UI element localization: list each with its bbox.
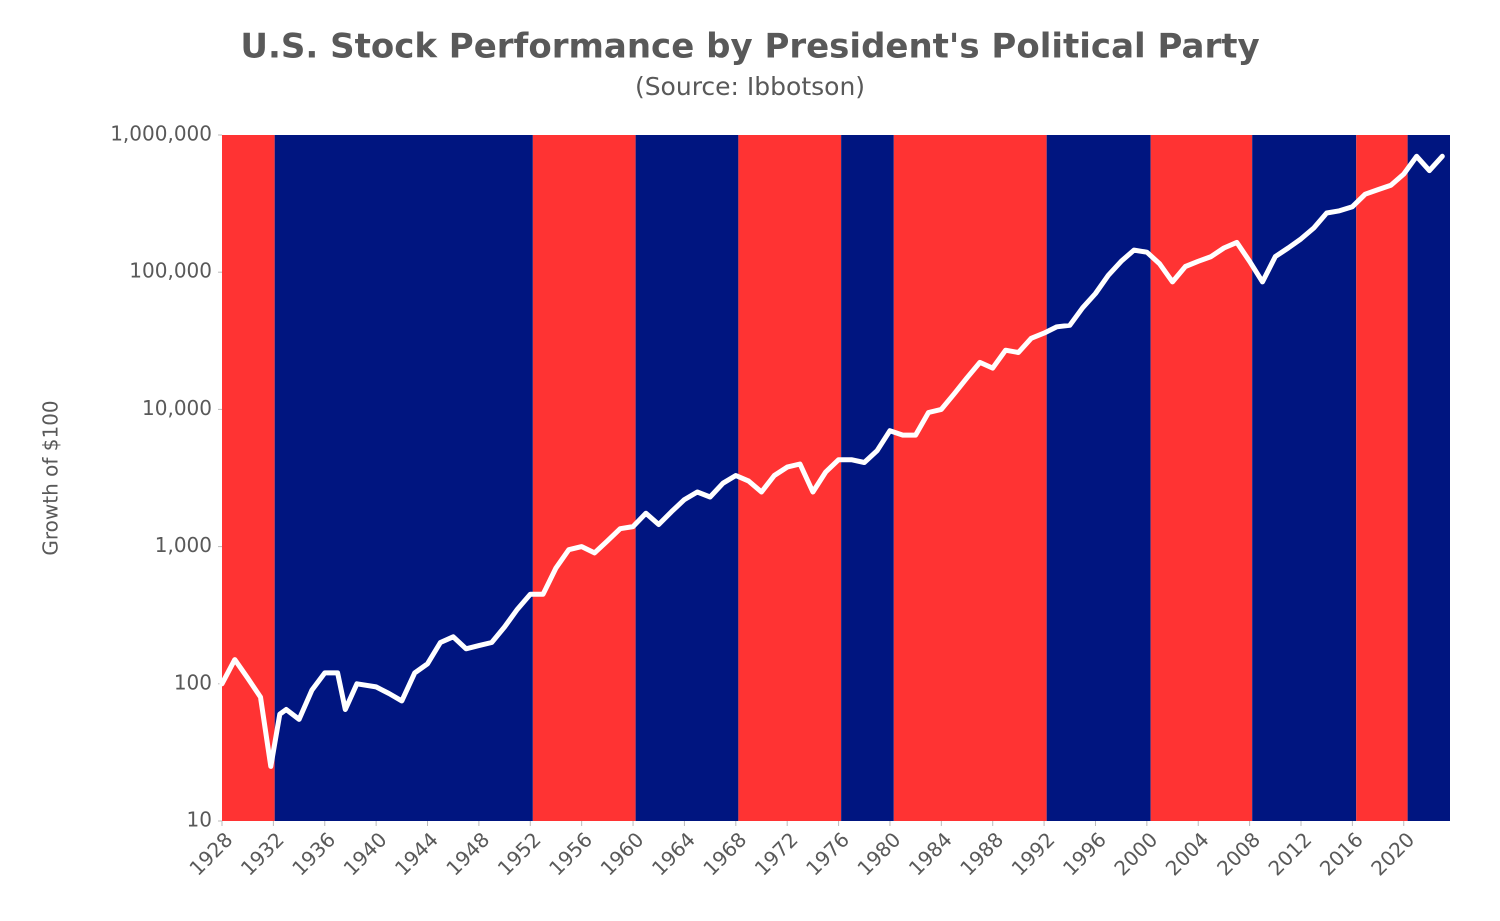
party-band — [1407, 135, 1450, 821]
x-tick-label: 1948 — [441, 827, 494, 880]
party-band — [738, 135, 842, 821]
chart-subtitle: (Source: Ibbotson) — [635, 72, 865, 101]
party-band — [222, 135, 275, 821]
y-axis-label: Growth of $100 — [39, 400, 63, 555]
x-tick-label: 1988 — [955, 827, 1008, 880]
x-tick-label: 1928 — [184, 827, 237, 880]
x-tick-label: 1936 — [287, 827, 340, 880]
party-band — [532, 135, 636, 821]
party-band — [841, 135, 894, 821]
party-band — [1356, 135, 1408, 821]
x-tick-label: 1940 — [339, 827, 392, 880]
y-tick-label: 1,000 — [155, 533, 212, 557]
y-tick-label: 100 — [174, 670, 212, 694]
x-tick-label: 2020 — [1366, 827, 1419, 880]
chart-title: U.S. Stock Performance by President's Po… — [240, 27, 1259, 67]
party-band — [1046, 135, 1151, 821]
x-tick-label: 1952 — [493, 827, 546, 880]
x-tick-label: 1976 — [801, 827, 854, 880]
y-tick-label: 10,000 — [142, 396, 212, 420]
x-tick-label: 2008 — [1212, 827, 1265, 880]
x-tick-label: 2000 — [1109, 827, 1162, 880]
x-tick-label: 2016 — [1315, 827, 1368, 880]
x-tick-label: 1996 — [1058, 827, 1111, 880]
y-tick-label: 100,000 — [129, 259, 212, 283]
y-tick-label: 10 — [187, 808, 212, 832]
x-tick-label: 1944 — [390, 827, 443, 880]
party-band — [893, 135, 1047, 821]
y-tick-label: 1,000,000 — [110, 122, 212, 146]
x-tick-label: 1932 — [236, 827, 289, 880]
x-tick-label: 2012 — [1263, 827, 1316, 880]
x-tick-label: 1956 — [544, 827, 597, 880]
x-tick-label: 1984 — [904, 827, 957, 880]
x-tick-label: 1980 — [852, 827, 905, 880]
party-band — [274, 135, 533, 821]
x-tick-label: 1964 — [647, 827, 700, 880]
x-tick-label: 2004 — [1161, 827, 1214, 880]
x-tick-label: 1992 — [1007, 827, 1060, 880]
party-band — [635, 135, 739, 821]
x-tick-label: 1972 — [750, 827, 803, 880]
party-band — [1150, 135, 1253, 821]
x-tick-label: 1968 — [698, 827, 751, 880]
party-band — [1252, 135, 1357, 821]
growth-line — [219, 153, 1445, 769]
x-tick-label: 1960 — [596, 827, 649, 880]
